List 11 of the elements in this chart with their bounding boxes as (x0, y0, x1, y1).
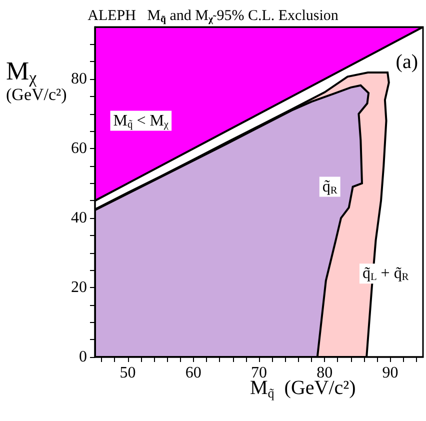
x-tick-label: 60 (185, 364, 202, 382)
y-tick-label: 80 (71, 70, 87, 88)
y-tick-label: 60 (71, 140, 87, 158)
annotation: (a) (396, 51, 418, 73)
x-tick-label: 50 (120, 364, 136, 382)
x-tick-label: 70 (251, 364, 267, 382)
y-tick-label: 20 (71, 279, 87, 296)
x-tick-label: 90 (382, 364, 398, 382)
x-tick-label: 80 (316, 364, 333, 382)
y-tick-label: 40 (71, 210, 87, 227)
y-tick-label: 0 (79, 348, 87, 366)
